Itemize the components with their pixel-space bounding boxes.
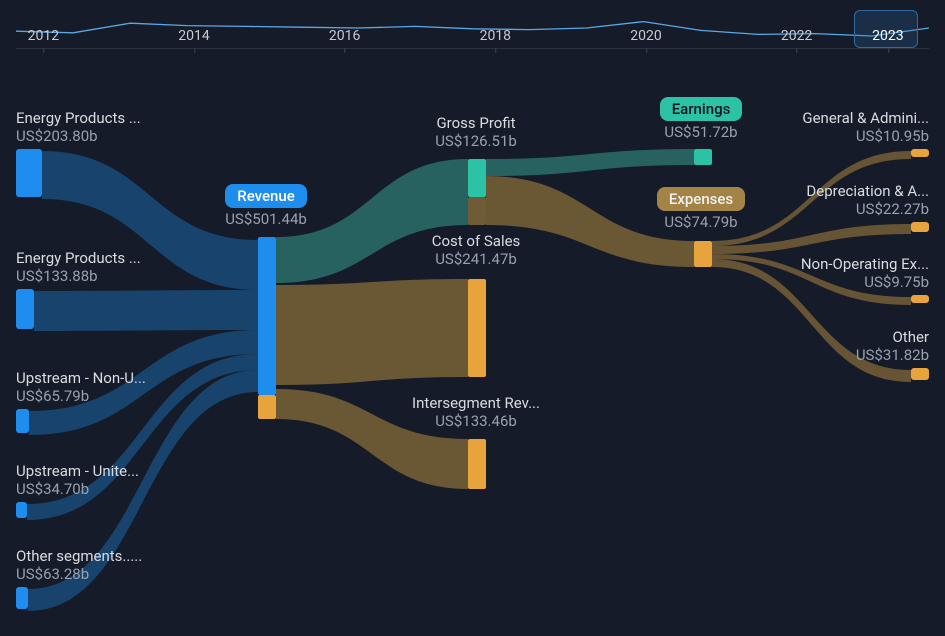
node-bar: [911, 222, 929, 232]
timeline-tick[interactable]: 2014: [178, 28, 209, 48]
node-gross-profit[interactable]: Gross Profit US$126.51b: [401, 114, 551, 150]
node-bar: [16, 409, 29, 433]
node-value: US$133.46b: [435, 412, 517, 430]
node-revenue[interactable]: Revenue US$501.44b: [206, 184, 326, 228]
node-value: US$22.27b: [856, 200, 929, 218]
node-bar: [911, 368, 929, 380]
node-value: US$63.28b: [16, 565, 89, 583]
node-label: General & Admini...: [802, 109, 929, 127]
timeline[interactable]: 2012 2014 2016 2018 2020 2022 2023: [16, 8, 929, 49]
node-label: Intersegment Rev...: [412, 394, 540, 412]
node-expenses[interactable]: Expenses US$74.79b: [641, 187, 761, 231]
node-label: Energy Products ...: [16, 249, 141, 267]
node-bar: [16, 502, 27, 518]
node-value: US$203.80b: [16, 127, 98, 145]
node-value: US$34.70b: [16, 480, 89, 498]
node-non-operating[interactable]: Non-Operating Ex... US$9.75b: [759, 255, 929, 303]
node-other-expenses[interactable]: Other US$31.82b: [759, 328, 929, 380]
node-label: Cost of Sales: [432, 232, 521, 250]
node-value: US$10.95b: [856, 127, 929, 145]
node-value: US$126.51b: [435, 132, 517, 150]
node-general-admin[interactable]: General & Admini... US$10.95b: [759, 109, 929, 157]
timeline-tick[interactable]: 2012: [28, 28, 59, 48]
node-label: Depreciation & A...: [806, 182, 929, 200]
node-bar: [16, 289, 34, 329]
node-value: US$51.72b: [664, 123, 737, 141]
node-value: US$133.88b: [16, 267, 98, 285]
node-label: Other: [892, 328, 929, 346]
node-earnings[interactable]: Earnings US$51.72b: [641, 97, 761, 141]
node-value: US$31.82b: [856, 346, 929, 364]
node-value: US$241.47b: [435, 250, 517, 268]
node-label: Upstream - Unite...: [16, 462, 139, 480]
node-bar: [911, 149, 929, 157]
node-upstream-non-us[interactable]: Upstream - Non-U... US$65.79b: [16, 369, 186, 433]
node-upstream-us[interactable]: Upstream - Unite... US$34.70b: [16, 462, 186, 518]
node-label: Other segments.....: [16, 547, 142, 565]
node-bar: [911, 295, 929, 303]
node-value: US$9.75b: [864, 273, 929, 291]
expenses-pill: Expenses: [657, 187, 745, 211]
node-value: US$501.44b: [225, 210, 307, 228]
node-bar: [16, 587, 28, 609]
node-bar: [16, 149, 42, 197]
node-label: Energy Products ...: [16, 109, 141, 127]
earnings-pill: Earnings: [660, 97, 743, 121]
timeline-tick[interactable]: 2022: [781, 28, 812, 48]
node-label: Upstream - Non-U...: [16, 369, 146, 387]
node-energy-products-2[interactable]: Energy Products ... US$133.88b: [16, 249, 186, 329]
revenue-pill: Revenue: [225, 184, 307, 208]
timeline-tick[interactable]: 2023: [872, 28, 903, 48]
node-energy-products-1[interactable]: Energy Products ... US$203.80b: [16, 109, 186, 197]
node-label: Non-Operating Ex...: [801, 255, 929, 273]
node-label: Gross Profit: [436, 114, 515, 132]
timeline-tick[interactable]: 2016: [329, 28, 360, 48]
sankey-chart: Energy Products ... US$203.80b Energy Pr…: [16, 69, 929, 629]
node-other-segments[interactable]: Other segments..... US$63.28b: [16, 547, 186, 609]
node-intersegment-revenue[interactable]: Intersegment Rev... US$133.46b: [391, 394, 561, 430]
timeline-tick[interactable]: 2020: [630, 28, 661, 48]
timeline-tick[interactable]: 2018: [480, 28, 511, 48]
node-cost-of-sales[interactable]: Cost of Sales US$241.47b: [401, 232, 551, 268]
node-value: US$65.79b: [16, 387, 89, 405]
node-value: US$74.79b: [664, 213, 737, 231]
node-depreciation[interactable]: Depreciation & A... US$22.27b: [759, 182, 929, 232]
